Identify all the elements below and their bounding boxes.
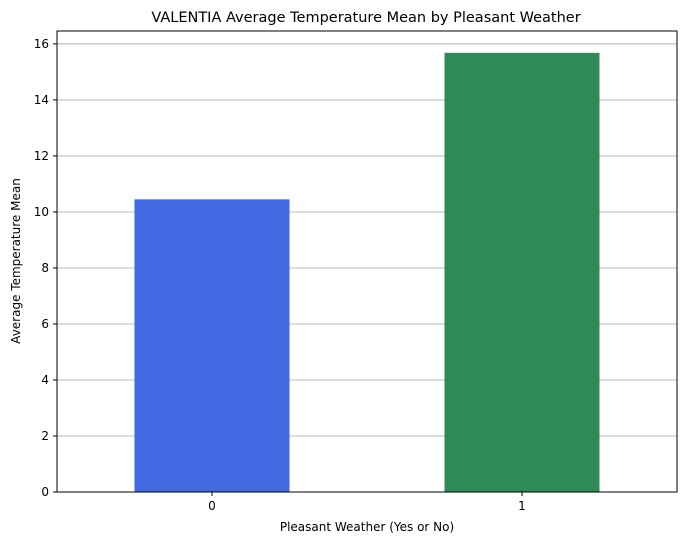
y-axis-ticks: 0 2 4 6 8 10 12 14 16	[34, 37, 57, 499]
bar-0	[134, 199, 290, 492]
y-tick-label: 8	[41, 261, 49, 275]
y-tick-label: 12	[34, 149, 49, 163]
y-tick-label: 10	[34, 205, 49, 219]
y-tick-label: 2	[41, 429, 49, 443]
y-tick-label: 14	[34, 93, 49, 107]
bar-1	[444, 52, 600, 492]
x-tick-label-1: 1	[518, 499, 526, 513]
y-tick-label: 0	[41, 485, 49, 499]
y-tick-label: 16	[34, 37, 49, 51]
y-tick-label: 6	[41, 317, 49, 331]
y-axis-label: Average Temperature Mean	[9, 178, 23, 344]
plot-frame	[56, 30, 678, 493]
y-tick-label: 4	[41, 373, 49, 387]
bars	[134, 52, 600, 492]
x-axis-label: Pleasant Weather (Yes or No)	[280, 520, 454, 534]
chart-title: VALENTIA Average Temperature Mean by Ple…	[151, 10, 580, 26]
x-tick-label-0: 0	[208, 499, 216, 513]
